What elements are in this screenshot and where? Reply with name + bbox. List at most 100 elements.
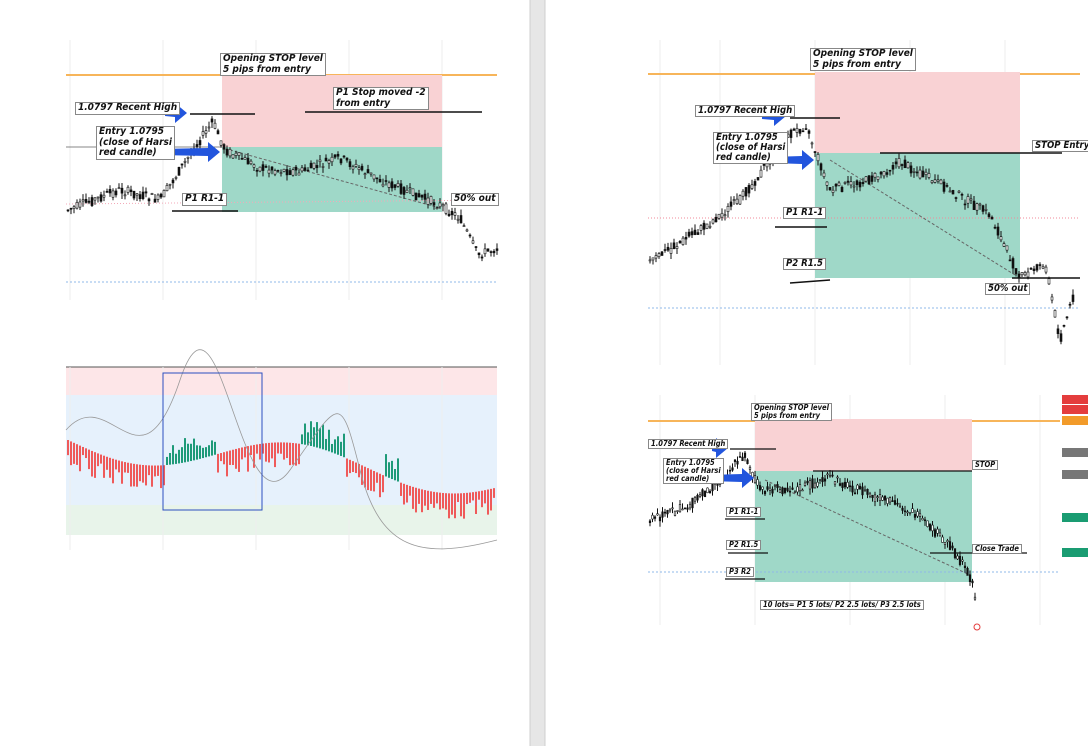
- histogram-bar: [295, 443, 297, 466]
- candle: [688, 503, 692, 509]
- histogram-bar: [112, 458, 114, 484]
- candle: [706, 487, 709, 494]
- candle: [456, 218, 460, 221]
- histogram-bar: [190, 443, 192, 462]
- annotation: 10 lots= P1 5 lots/ P2 2.5 lots/ P3 2.5 …: [760, 600, 924, 610]
- candle: [912, 171, 916, 173]
- candle: [866, 488, 869, 495]
- candle: [321, 166, 325, 168]
- candle: [117, 187, 121, 190]
- histogram-bar: [289, 442, 291, 466]
- candle: [1035, 264, 1039, 271]
- histogram-bar: [406, 484, 408, 503]
- candle: [291, 169, 295, 176]
- histogram-bar: [370, 469, 372, 491]
- candle: [699, 225, 703, 231]
- histogram-bar: [262, 443, 264, 454]
- candle: [1008, 259, 1012, 262]
- candle: [861, 486, 864, 496]
- candle: [990, 216, 994, 220]
- level-line: [789, 279, 831, 284]
- candle: [1005, 245, 1009, 251]
- candle: [123, 194, 127, 197]
- candle: [873, 494, 877, 503]
- candle: [957, 190, 961, 193]
- candle: [867, 175, 871, 185]
- histogram-bar: [79, 445, 81, 472]
- histogram-bar: [304, 423, 306, 445]
- candle: [891, 500, 894, 502]
- charts: [65, 40, 1088, 631]
- histogram-bar: [208, 445, 210, 457]
- candle: [294, 166, 298, 171]
- histogram-bar: [145, 465, 147, 486]
- arrow: [158, 142, 220, 162]
- candle: [913, 513, 917, 518]
- histogram-bar: [223, 452, 225, 465]
- candle: [901, 507, 904, 511]
- histogram-bar: [490, 488, 492, 511]
- candle: [366, 169, 370, 174]
- histogram-bar: [100, 454, 102, 464]
- candle: [150, 193, 154, 195]
- candle: [102, 194, 106, 198]
- candle: [966, 568, 969, 576]
- histogram-bar: [202, 447, 204, 459]
- annotation: 1.0797 Recent High: [648, 439, 729, 449]
- annotation: 1.0797 Recent High: [695, 105, 796, 117]
- candle: [231, 154, 235, 159]
- candle: [480, 256, 484, 259]
- candle: [723, 214, 727, 217]
- candle: [744, 187, 748, 197]
- candle: [851, 485, 854, 493]
- candle: [945, 185, 949, 187]
- candle: [177, 166, 181, 176]
- candle: [132, 190, 136, 199]
- candle: [828, 187, 832, 191]
- candle: [738, 456, 742, 458]
- candle: [147, 198, 151, 202]
- candle: [423, 193, 427, 200]
- candle: [1059, 333, 1063, 342]
- candle: [999, 236, 1003, 241]
- candle: [120, 187, 124, 194]
- histogram-bar: [367, 468, 369, 491]
- histogram-bar: [259, 443, 261, 460]
- zone: [222, 75, 442, 147]
- candle: [657, 253, 661, 257]
- candle: [987, 213, 991, 217]
- candle: [201, 131, 205, 136]
- candle: [936, 528, 939, 534]
- histogram-bar: [472, 492, 474, 501]
- histogram-bar: [277, 442, 279, 454]
- candle: [666, 510, 669, 515]
- candle: [693, 496, 697, 502]
- price-tag: [1062, 448, 1088, 457]
- annotation: Entry 1.0795 (close of Harsi red candle): [96, 126, 175, 160]
- histogram-bar: [106, 456, 108, 470]
- candle: [387, 182, 391, 188]
- candle: [928, 523, 932, 531]
- annotation-line: Opening STOP level: [223, 53, 323, 64]
- histogram-bar: [250, 445, 252, 455]
- candle: [459, 215, 463, 224]
- price-tag: [1062, 513, 1088, 522]
- histogram-bar: [352, 461, 354, 472]
- histogram-bar: [166, 456, 168, 465]
- candle: [803, 482, 807, 486]
- candle: [888, 497, 892, 503]
- histogram-bar: [88, 449, 90, 470]
- candle: [776, 484, 779, 489]
- candle: [708, 225, 712, 228]
- histogram-bar: [148, 465, 150, 476]
- candle: [66, 209, 70, 212]
- candle: [1065, 316, 1069, 319]
- histogram-bar: [484, 490, 486, 504]
- candle: [399, 183, 403, 194]
- zone: [66, 505, 497, 535]
- candle: [687, 231, 691, 237]
- candle: [981, 205, 985, 212]
- candle: [207, 126, 211, 129]
- candle: [906, 511, 909, 514]
- annotation-line: STOP: [975, 460, 996, 469]
